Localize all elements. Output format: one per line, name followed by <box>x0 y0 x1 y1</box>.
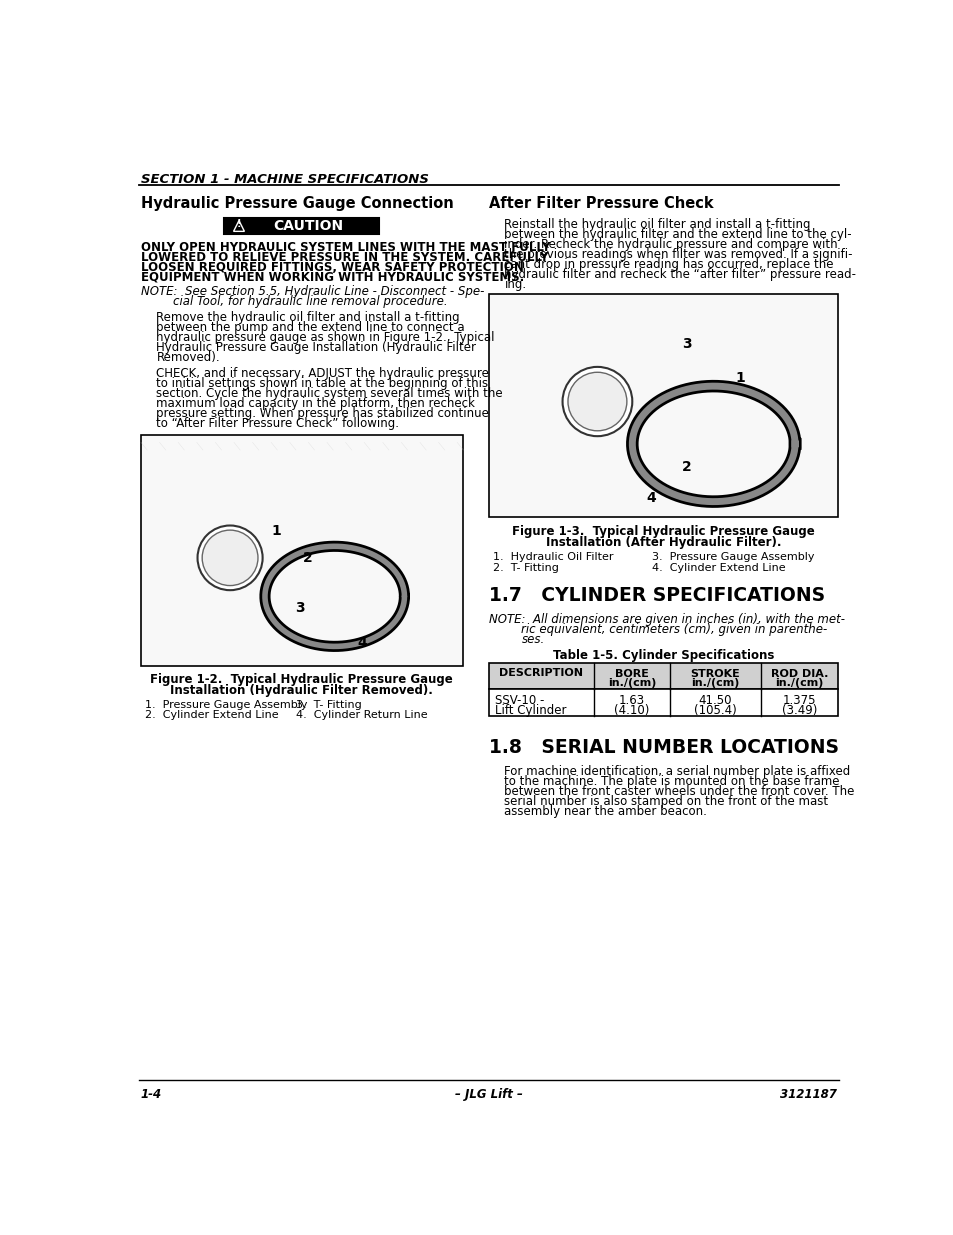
Text: After Filter Pressure Check: After Filter Pressure Check <box>488 196 713 211</box>
Text: STROKE: STROKE <box>690 668 740 679</box>
Text: serial number is also stamped on the front of the mast: serial number is also stamped on the fro… <box>504 795 828 808</box>
Text: hydraulic filter and recheck the “after filter” pressure read-: hydraulic filter and recheck the “after … <box>504 268 856 280</box>
Text: Remove the hydraulic oil filter and install a t-fitting: Remove the hydraulic oil filter and inst… <box>156 311 459 324</box>
Text: ing.: ing. <box>504 278 526 290</box>
Circle shape <box>202 530 257 585</box>
Text: 4.  Cylinder Return Line: 4. Cylinder Return Line <box>295 710 427 720</box>
Text: !: ! <box>236 220 241 230</box>
Text: 2.  Cylinder Extend Line: 2. Cylinder Extend Line <box>145 710 278 720</box>
Text: DESCRIPTION: DESCRIPTION <box>498 668 582 678</box>
Text: 4.  Cylinder Extend Line: 4. Cylinder Extend Line <box>651 563 784 573</box>
Text: ric equivalent, centimeters (cm), given in parenthe-: ric equivalent, centimeters (cm), given … <box>521 624 827 636</box>
Text: NOTE:  All dimensions are given in inches (in), with the met-: NOTE: All dimensions are given in inches… <box>488 614 844 626</box>
Text: ROD DIA.: ROD DIA. <box>770 668 827 679</box>
Text: between the pump and the extend line to connect a: between the pump and the extend line to … <box>156 321 465 333</box>
Text: 1.8   SERIAL NUMBER LOCATIONS: 1.8 SERIAL NUMBER LOCATIONS <box>488 739 838 757</box>
Text: Table 1-5. Cylinder Specifications: Table 1-5. Cylinder Specifications <box>552 648 773 662</box>
Circle shape <box>562 367 632 436</box>
Bar <box>488 294 837 517</box>
Text: For machine identification, a serial number plate is affixed: For machine identification, a serial num… <box>504 764 850 778</box>
Text: hydraulic pressure gauge as shown in Figure 1-2., Typical: hydraulic pressure gauge as shown in Fig… <box>156 331 495 343</box>
Text: between the hydraulic filter and the extend line to the cyl-: between the hydraulic filter and the ext… <box>504 227 851 241</box>
Text: pressure setting. When pressure has stabilized continue: pressure setting. When pressure has stab… <box>156 406 489 420</box>
Text: Reinstall the hydraulic oil filter and install a t-fitting: Reinstall the hydraulic oil filter and i… <box>504 217 810 231</box>
Text: maximum load capacity in the platform, then recheck: maximum load capacity in the platform, t… <box>156 396 475 410</box>
Text: Installation (After Hydraulic Filter).: Installation (After Hydraulic Filter). <box>545 536 781 548</box>
Text: LOOSEN REQUIRED FITTINGS, WEAR SAFETY PROTECTION: LOOSEN REQUIRED FITTINGS, WEAR SAFETY PR… <box>141 261 523 274</box>
Text: 1: 1 <box>272 524 281 538</box>
Text: the previous readings when filter was removed. If a signifi-: the previous readings when filter was re… <box>504 247 852 261</box>
Text: cant drop in pressure reading has occurred, replace the: cant drop in pressure reading has occurr… <box>504 258 833 270</box>
Text: (3.49): (3.49) <box>781 704 816 718</box>
Text: Hydraulic Pressure Gauge Connection: Hydraulic Pressure Gauge Connection <box>141 196 454 211</box>
Circle shape <box>567 372 626 431</box>
Text: LOWERED TO RELIEVE PRESSURE IN THE SYSTEM. CAREFULLY: LOWERED TO RELIEVE PRESSURE IN THE SYSTE… <box>141 251 548 263</box>
Text: CHECK, and if necessary, ADJUST the hydraulic pressure: CHECK, and if necessary, ADJUST the hydr… <box>156 367 489 380</box>
Text: in./(cm): in./(cm) <box>607 678 656 688</box>
Text: Figure 1-2.  Typical Hydraulic Pressure Gauge: Figure 1-2. Typical Hydraulic Pressure G… <box>151 673 453 687</box>
Text: 4: 4 <box>356 636 366 650</box>
Text: EQUIPMENT WHEN WORKING WITH HYDRAULIC SYSTEMS.: EQUIPMENT WHEN WORKING WITH HYDRAULIC SY… <box>141 270 523 284</box>
Polygon shape <box>233 221 244 231</box>
Text: Lift Cylinder: Lift Cylinder <box>495 704 566 718</box>
Text: NOTE:  See Section 5.5, Hydraulic Line - Disconnect - Spe-: NOTE: See Section 5.5, Hydraulic Line - … <box>141 285 484 299</box>
Text: (4.10): (4.10) <box>614 704 649 718</box>
Text: SECTION 1 - MACHINE SPECIFICATIONS: SECTION 1 - MACHINE SPECIFICATIONS <box>141 173 429 185</box>
Circle shape <box>197 526 262 590</box>
Text: cial Tool, for hydraulic line removal procedure.: cial Tool, for hydraulic line removal pr… <box>173 295 448 309</box>
Text: to initial settings shown in table at the beginning of this: to initial settings shown in table at th… <box>156 377 488 390</box>
Text: in./(cm): in./(cm) <box>691 678 739 688</box>
Text: Installation (Hydraulic Filter Removed).: Installation (Hydraulic Filter Removed). <box>171 684 433 697</box>
Text: 1.375: 1.375 <box>781 694 815 708</box>
Text: 2: 2 <box>302 551 313 564</box>
Text: 1: 1 <box>735 372 745 385</box>
Text: 3.  Pressure Gauge Assembly: 3. Pressure Gauge Assembly <box>651 552 813 562</box>
Text: 1.7   CYLINDER SPECIFICATIONS: 1.7 CYLINDER SPECIFICATIONS <box>488 587 824 605</box>
Text: BORE: BORE <box>615 668 648 679</box>
Text: assembly near the amber beacon.: assembly near the amber beacon. <box>504 805 706 818</box>
Text: 1.  Pressure Gauge Assembly: 1. Pressure Gauge Assembly <box>145 699 307 710</box>
Text: section. Cycle the hydraulic system several times with the: section. Cycle the hydraulic system seve… <box>156 387 502 400</box>
Text: 3: 3 <box>294 601 304 615</box>
Text: 1-4: 1-4 <box>141 1088 162 1100</box>
Text: inder. Recheck the hydraulic pressure and compare with: inder. Recheck the hydraulic pressure an… <box>504 237 837 251</box>
Text: – JLG Lift –: – JLG Lift – <box>455 1088 522 1100</box>
Bar <box>488 689 837 716</box>
Text: 4: 4 <box>646 490 656 505</box>
Text: 41.50: 41.50 <box>699 694 732 708</box>
Text: (105.4): (105.4) <box>694 704 737 718</box>
Text: Figure 1-3.  Typical Hydraulic Pressure Gauge: Figure 1-3. Typical Hydraulic Pressure G… <box>512 525 814 537</box>
Text: SSV-10 -: SSV-10 - <box>495 694 544 708</box>
Text: 1.63: 1.63 <box>618 694 644 708</box>
Bar <box>224 217 379 235</box>
Bar <box>141 435 462 666</box>
Text: Hydraulic Pressure Gauge Installation (Hydraulic Filter: Hydraulic Pressure Gauge Installation (H… <box>156 341 476 353</box>
Text: 3.  T- Fitting: 3. T- Fitting <box>295 699 361 710</box>
Text: to “After Filter Pressure Check” following.: to “After Filter Pressure Check” followi… <box>156 417 399 430</box>
Text: between the front caster wheels under the front cover. The: between the front caster wheels under th… <box>504 785 854 798</box>
Text: in./(cm): in./(cm) <box>774 678 822 688</box>
Text: ses.: ses. <box>521 634 544 646</box>
Text: ONLY OPEN HYDRAULIC SYSTEM LINES WITH THE MAST FULLY: ONLY OPEN HYDRAULIC SYSTEM LINES WITH TH… <box>141 241 550 253</box>
Bar <box>488 662 837 689</box>
Text: 3: 3 <box>681 337 691 351</box>
Text: Removed).: Removed). <box>156 351 220 364</box>
Text: CAUTION: CAUTION <box>273 219 343 233</box>
Text: to the machine. The plate is mounted on the base frame: to the machine. The plate is mounted on … <box>504 776 839 788</box>
Text: 1.  Hydraulic Oil Filter: 1. Hydraulic Oil Filter <box>493 552 613 562</box>
Text: 2.  T- Fitting: 2. T- Fitting <box>493 563 558 573</box>
Text: 3121187: 3121187 <box>780 1088 836 1100</box>
Text: 2: 2 <box>681 459 691 474</box>
